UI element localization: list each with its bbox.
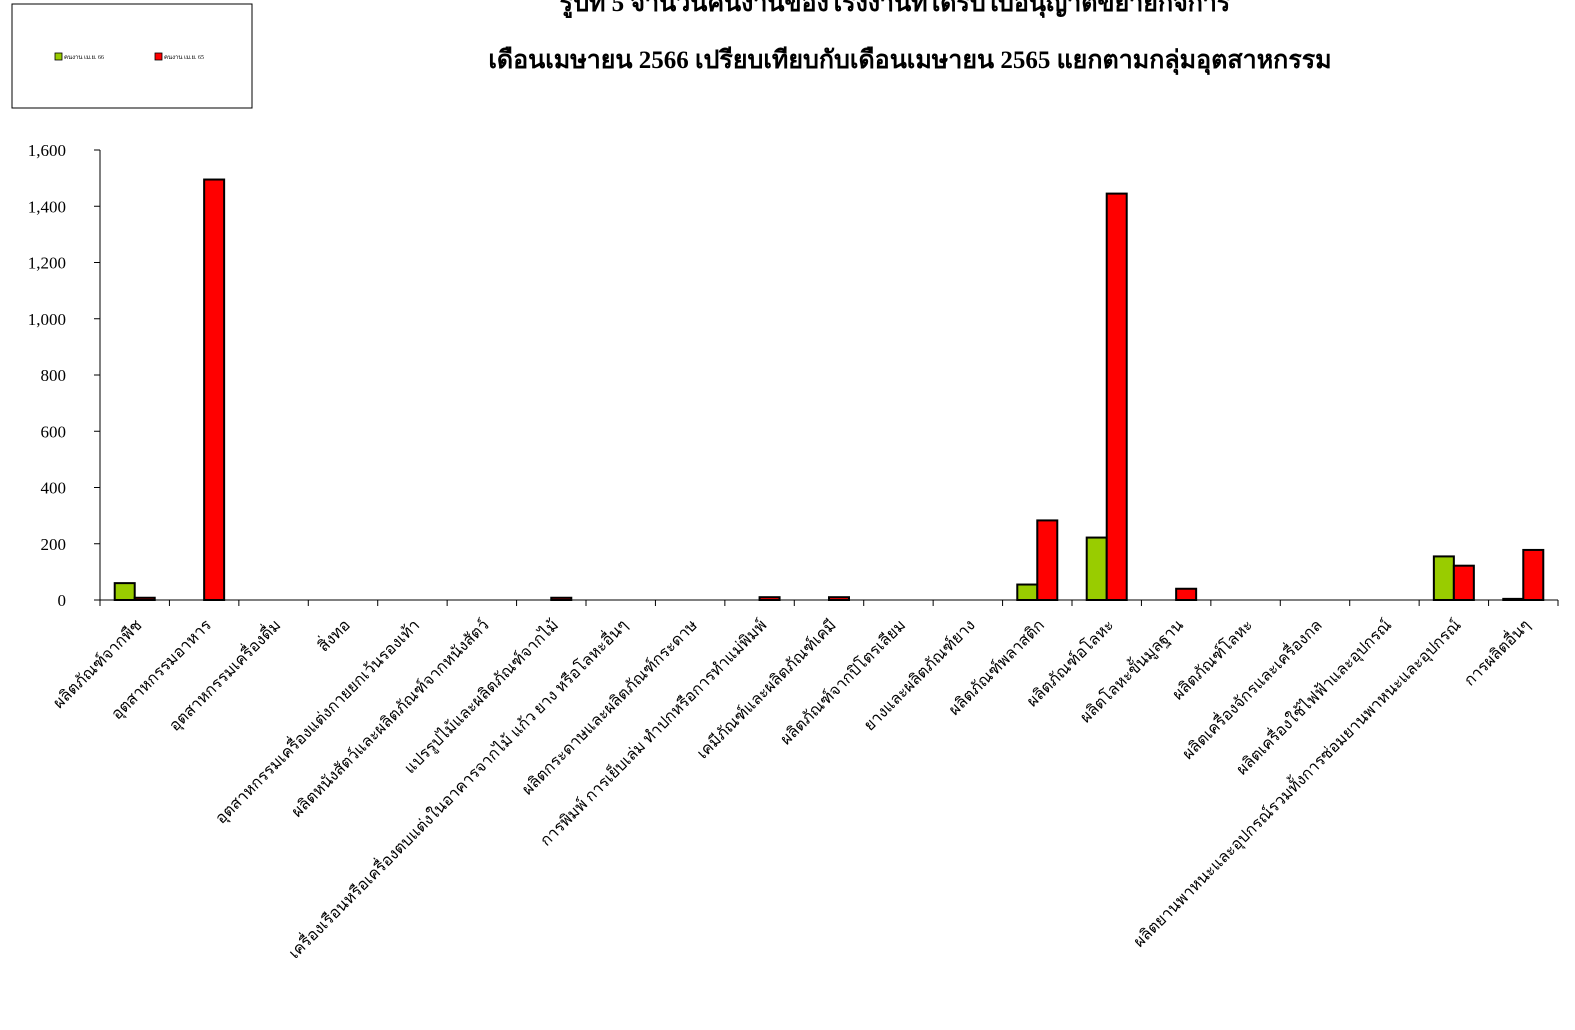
category-label: เครื่องเรือนหรือเครื่องตบแต่งในอาคารจากไ… xyxy=(283,614,631,962)
bar-series-1-13 xyxy=(1016,583,1039,601)
chart-title-line-1: รูปที่ 5 จำนวนคนงานของโรงงานที่ได้รับใบอ… xyxy=(560,0,1231,19)
legend-label-series-1: คนงาน เม.ย. 66 xyxy=(64,55,104,61)
category-label: อุตสาหกรรมเครื่องดื่ม xyxy=(164,614,286,736)
bar-series-2-15 xyxy=(1175,587,1198,601)
legend-box xyxy=(11,3,253,109)
category-label: สิ่งทอ xyxy=(312,614,354,656)
y-tick-label: 1,600 xyxy=(28,141,66,160)
bar-series-2-20 xyxy=(1522,548,1545,601)
y-tick-label: 1,400 xyxy=(28,197,66,216)
category-label: ผลิตยานพาหนะและอุปกรณ์รวมทั้งการซ่อมยานพ… xyxy=(1128,614,1466,952)
chart-title-line-2: เดือนเมษายน 2566 เปรียบเทียบกับเดือนเมษา… xyxy=(488,46,1331,76)
bar-series-2-13 xyxy=(1036,519,1059,601)
bar-series-2-1 xyxy=(203,178,226,601)
bar-series-1-19 xyxy=(1432,555,1455,601)
y-tick-label: 800 xyxy=(41,366,67,385)
legend-label-series-2: คนงาน เม.ย. 65 xyxy=(164,55,204,61)
legend: คนงาน เม.ย. 66 คนงาน เม.ย. 65 xyxy=(11,3,253,109)
y-tick-label: 1,200 xyxy=(28,254,66,273)
bar-series-2-19 xyxy=(1452,564,1475,601)
chart-title: รูปที่ 5 จำนวนคนงานของโรงงานที่ได้รับใบอ… xyxy=(488,0,1331,76)
category-label: เคมีภัณฑ์และผลิตภัณฑ์เคมี xyxy=(693,615,840,762)
bar-series-1-0 xyxy=(113,582,136,601)
y-tick-label: 200 xyxy=(41,535,67,554)
bar-series-1-14 xyxy=(1085,536,1108,601)
y-tick-label: 1,000 xyxy=(28,310,66,329)
y-tick-label: 600 xyxy=(41,422,67,441)
legend-swatch-series-2 xyxy=(154,52,163,61)
x-axis xyxy=(99,599,1559,606)
category-label: ยางและผลิตภัณฑ์ยาง xyxy=(860,615,979,734)
y-tick-label: 0 xyxy=(58,591,67,610)
category-label: ผลิตภัณฑ์จากปิโตรเลียม xyxy=(776,615,909,748)
category-label: การผลิตอื่นๆ xyxy=(1458,614,1534,690)
y-tick-label: 400 xyxy=(41,479,67,498)
legend-swatch-series-1 xyxy=(54,52,63,61)
y-axis: 0 200 400 600 800 1,000 1,200 1,400 1,600 xyxy=(28,141,101,610)
bar-series-2-14 xyxy=(1105,192,1128,601)
bars xyxy=(113,178,1545,601)
category-label: ผลิตเครื่องจักรและเครื่องกล xyxy=(1177,614,1326,763)
category-labels: ผลิตภัณฑ์จากพืชอุตสาหกรรมอาหารอุตสาหกรรม… xyxy=(49,614,1534,962)
